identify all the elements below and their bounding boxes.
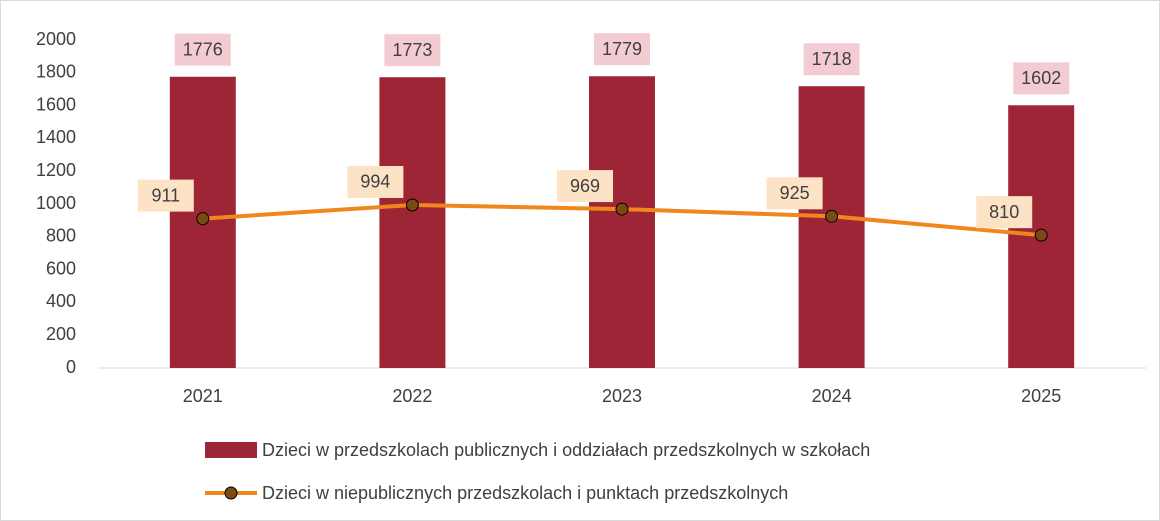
data-label-bg — [766, 177, 823, 210]
data-label-bg — [347, 165, 404, 198]
y-tick-label: 1400 — [36, 127, 76, 147]
bar — [798, 86, 865, 369]
x-tick-label: 2022 — [392, 386, 432, 406]
y-tick-label: 800 — [46, 226, 76, 246]
data-label-bg — [384, 34, 441, 67]
data-label: 1776 — [183, 39, 223, 59]
line-marker — [405, 198, 419, 212]
line-marker — [825, 209, 839, 223]
data-label: 1602 — [1021, 68, 1061, 88]
y-tick-label: 400 — [46, 291, 76, 311]
data-label: 925 — [780, 183, 810, 203]
data-label: 911 — [151, 185, 180, 205]
data-label-bg — [557, 170, 613, 203]
data-label-bg — [1013, 62, 1070, 95]
data-label: 1773 — [392, 40, 432, 60]
y-tick-label: 1800 — [36, 62, 76, 82]
y-tick-label: 600 — [46, 258, 76, 278]
data-label: 994 — [360, 172, 390, 192]
y-tick-label: 1200 — [36, 160, 76, 180]
data-label-bg — [137, 179, 194, 212]
line-marker — [1034, 228, 1048, 242]
data-label-bg — [803, 43, 860, 76]
x-tick-label: 2025 — [1021, 386, 1061, 406]
bar — [379, 77, 446, 368]
x-tick-label: 2023 — [602, 386, 642, 406]
y-tick-label: 1600 — [36, 94, 76, 114]
legend-marker — [224, 486, 238, 500]
line-marker — [615, 202, 629, 216]
x-tick-label: 2024 — [812, 386, 852, 406]
data-label: 969 — [570, 176, 600, 196]
y-tick-label: 2000 — [36, 29, 76, 49]
data-label: 1779 — [602, 39, 642, 59]
y-tick-label: 1000 — [36, 193, 76, 213]
line-marker — [196, 212, 210, 226]
legend-swatch — [205, 442, 257, 458]
data-label-bg — [594, 33, 650, 66]
x-tick-label: 2021 — [183, 386, 223, 406]
data-label: 810 — [989, 202, 1019, 222]
data-label-bg — [976, 196, 1033, 229]
data-label: 1718 — [812, 49, 852, 69]
legend-label: Dzieci w niepublicznych przedszkolach i … — [262, 483, 788, 503]
legend-label: Dzieci w przedszkolach publicznych i odd… — [262, 440, 870, 460]
data-label-bg — [174, 33, 231, 66]
y-tick-label: 0 — [66, 357, 76, 377]
y-tick-label: 200 — [46, 324, 76, 344]
bar — [589, 76, 655, 368]
